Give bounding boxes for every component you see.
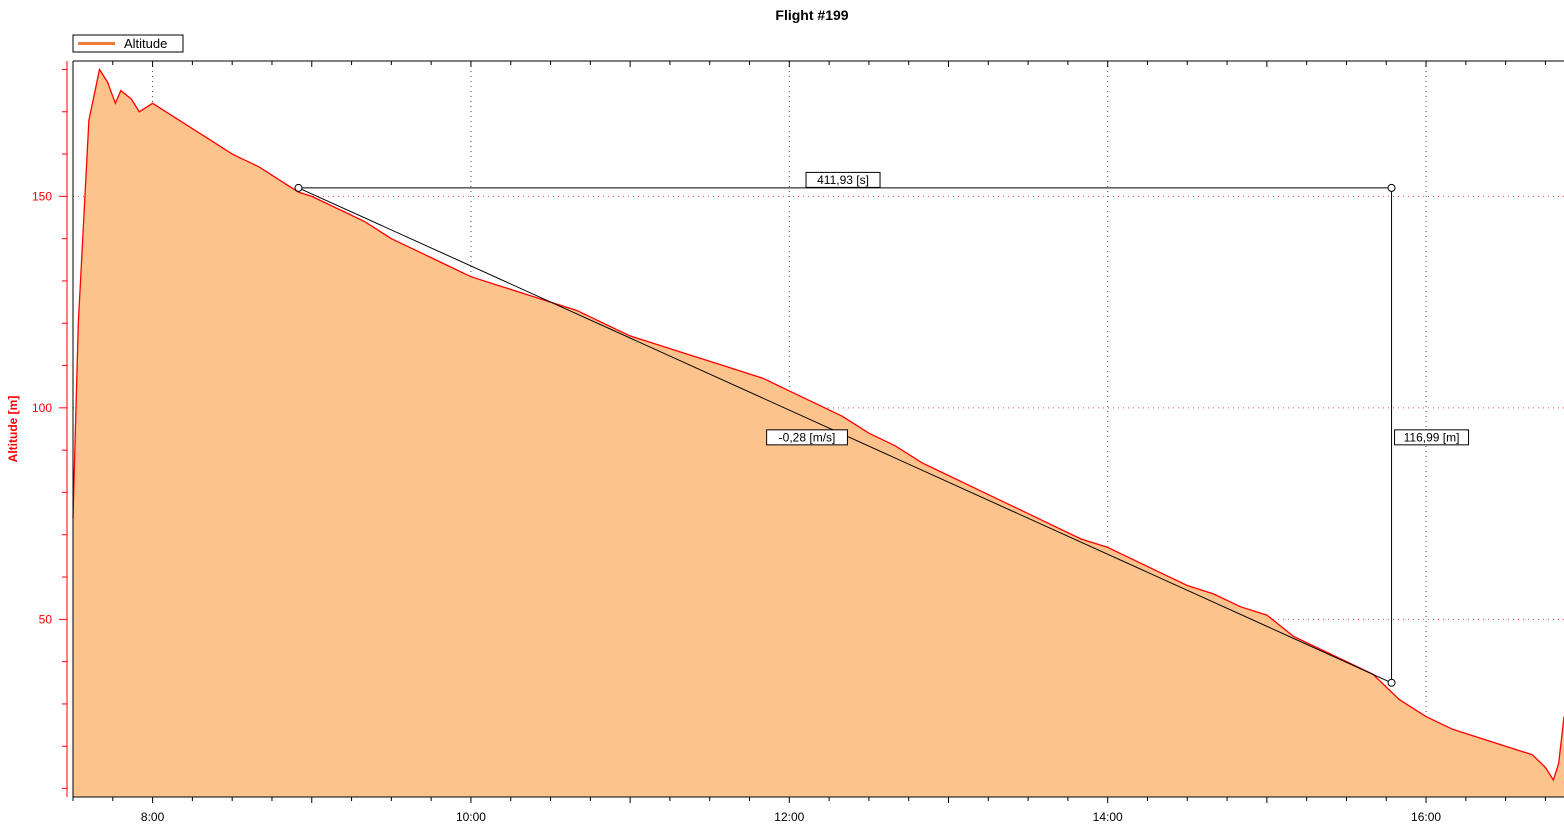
- y-tick-label: 100: [32, 401, 52, 415]
- x-tick-label: 8:00: [141, 810, 165, 824]
- slope-label: -0,28 [m/s]: [766, 429, 848, 446]
- chart-title: Flight #199: [775, 7, 848, 23]
- start-handle[interactable]: [294, 183, 303, 192]
- x-tick-label: 12:00: [774, 810, 804, 824]
- measurement-overlay: 411,93 [s] -0,28 [m/s] 116,99 [m]: [294, 171, 1470, 687]
- x-tick-label: 10:00: [456, 810, 486, 824]
- y-tick-label: 50: [39, 612, 53, 626]
- height-label: 116,99 [m]: [1394, 429, 1470, 446]
- end-handle[interactable]: [1387, 678, 1396, 687]
- y-axis-ticks: 50 100 150: [32, 68, 67, 790]
- height-label-text: 116,99 [m]: [1404, 430, 1460, 444]
- height-label-box: [1394, 429, 1470, 446]
- slope-label-text: -0,28 [m/s]: [779, 430, 836, 444]
- x-axis-ticks: 8:00 10:00 12:00 14:00 16:00: [72, 61, 1546, 824]
- duration-label-box: [805, 171, 881, 188]
- legend-box: [72, 34, 184, 53]
- y-tick-label: 150: [32, 189, 52, 203]
- y-axis-label: Altitude [m]: [6, 396, 20, 463]
- legend-label: Altitude: [124, 36, 167, 51]
- corner-handle[interactable]: [1387, 183, 1396, 192]
- duration-label-text: 411,93 [s]: [817, 173, 869, 187]
- x-tick-label: 16:00: [1411, 810, 1441, 824]
- legend: Altitude: [72, 34, 184, 53]
- x-tick-label: 14:00: [1093, 810, 1123, 824]
- duration-label: 411,93 [s]: [805, 171, 881, 188]
- slope-label-box: [766, 429, 848, 446]
